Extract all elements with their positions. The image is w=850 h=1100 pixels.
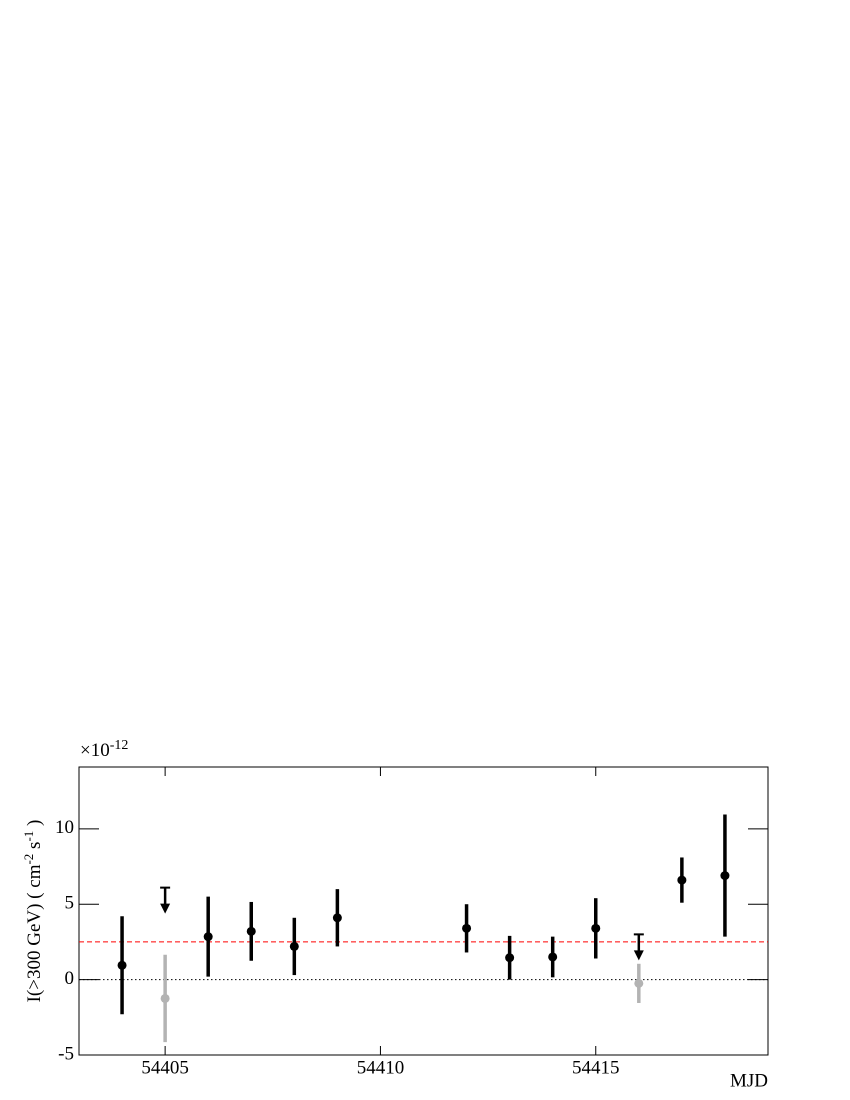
point-marker bbox=[720, 871, 730, 881]
upper-limit-part bbox=[160, 903, 171, 914]
y-multiplier-base: ×10 bbox=[80, 740, 110, 761]
y-tick-label: 5 bbox=[65, 893, 75, 914]
y-multiplier: ×10-12 bbox=[80, 738, 128, 761]
x-tick-label: 54415 bbox=[572, 1057, 620, 1078]
y-label-part: ) bbox=[24, 820, 45, 831]
point-marker bbox=[332, 913, 342, 923]
point-marker bbox=[203, 932, 213, 942]
plot-frame bbox=[78, 766, 769, 1056]
x-axis-label: MJD bbox=[730, 1070, 768, 1091]
y-label-exp: -1 bbox=[21, 831, 36, 842]
upper-limit bbox=[160, 886, 171, 914]
y-tick-label: 0 bbox=[65, 968, 75, 989]
y-label-exp: -2 bbox=[21, 854, 36, 865]
upper-limit bbox=[633, 933, 644, 961]
excluded-point-marker bbox=[634, 978, 644, 988]
x-tick-label: 54410 bbox=[357, 1057, 405, 1078]
y-label-part: I(>300 GeV) ( cm bbox=[24, 864, 45, 1002]
point-marker bbox=[462, 923, 472, 933]
excluded-point-marker bbox=[160, 993, 170, 1003]
point-marker bbox=[677, 875, 687, 885]
y-tick-label: 10 bbox=[55, 817, 74, 838]
point-marker bbox=[505, 953, 515, 963]
point-marker bbox=[246, 926, 256, 936]
point-marker bbox=[117, 960, 127, 970]
point-marker bbox=[591, 923, 601, 933]
y-multiplier-exp: -12 bbox=[110, 738, 129, 753]
y-axis-label: I(>300 GeV) ( cm-2 s-1 ) bbox=[21, 820, 45, 1003]
x-tick-label: 54405 bbox=[141, 1057, 189, 1078]
y-label-part: s bbox=[24, 842, 45, 854]
point-marker bbox=[548, 952, 558, 962]
upper-limit-part bbox=[633, 950, 644, 961]
point-marker bbox=[289, 941, 299, 951]
y-tick-label: -5 bbox=[58, 1043, 74, 1064]
